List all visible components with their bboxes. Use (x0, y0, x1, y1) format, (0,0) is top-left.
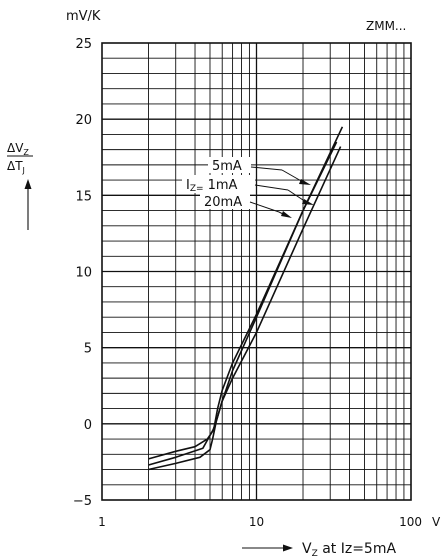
x-unit-label: V (432, 515, 441, 529)
y-unit-label: mV/K (66, 9, 101, 24)
y-tick-label: 20 (75, 113, 92, 128)
leader-arrowhead-5ma (299, 179, 311, 185)
svg-text:ΔVZ: ΔVZ (7, 141, 29, 157)
y-axis-quantity-label: ΔVZ ΔTJ (7, 141, 33, 230)
x-tick-label: 1 (98, 515, 106, 529)
y-label-numerator-sub: Z (23, 148, 29, 157)
leader-arrowhead-1ma (302, 199, 314, 205)
svg-text:ΔTJ: ΔTJ (7, 159, 25, 175)
leader-line-20ma (249, 201, 280, 213)
leader-line-1ma-b (287, 189, 307, 203)
grid (102, 43, 411, 500)
x-axis-quantity-label: VZ at Iz=5mA (242, 541, 396, 559)
x-tick-label: 100 (399, 515, 422, 529)
y-label-denominator-sub: J (22, 166, 25, 175)
x-tick-label: 10 (249, 515, 264, 529)
plot-frame (101, 42, 412, 501)
leader-line-5ma (250, 166, 283, 171)
x-tick-labels: 1 10 100 (98, 515, 422, 529)
legend-value-1ma: 1mA (208, 178, 238, 193)
legend-label-20ma: 20mA (204, 195, 242, 210)
svg-text:VZ at Iz=5mA: VZ at Iz=5mA (302, 541, 396, 559)
legend-label-5ma: 5mA (212, 159, 242, 174)
y-label-numerator: ΔV (7, 141, 24, 155)
y-axis-up-arrowhead (24, 179, 32, 189)
y-tick-label: 5 (84, 342, 92, 357)
y-tick-label: −5 (73, 494, 92, 509)
y-tick-label: 0 (84, 418, 92, 433)
leader-arrowhead-20ma (281, 211, 292, 218)
x-label-main: V (302, 541, 312, 557)
legend-bg-5ma (208, 157, 251, 173)
y-tick-label: 25 (75, 37, 92, 52)
legend-prefix: I (186, 178, 190, 193)
y-tick-label: 15 (75, 189, 92, 204)
leader-line-1ma (254, 184, 289, 191)
y-tick-labels: −5 0 5 10 15 20 25 (73, 37, 92, 509)
y-tick-label: 10 (75, 266, 92, 281)
legend-label-1ma: IZ= 1mA (186, 178, 237, 194)
chart-title: ZMM... (366, 19, 406, 33)
x-label-sub: Z (312, 549, 318, 559)
legend-bg-20ma (200, 193, 250, 209)
series-lines (148, 126, 344, 471)
leader-line-20ma-b (278, 211, 286, 216)
x-label-tail: at Iz=5mA (318, 541, 397, 557)
legend-prefix-sub: Z= (190, 184, 204, 194)
x-axis-right-arrowhead (283, 544, 293, 552)
y-label-denominator: ΔT (7, 159, 23, 173)
series-line-20ma (148, 126, 344, 460)
legend-bg-1ma (182, 175, 255, 193)
leader-line-5ma-b (281, 169, 304, 183)
